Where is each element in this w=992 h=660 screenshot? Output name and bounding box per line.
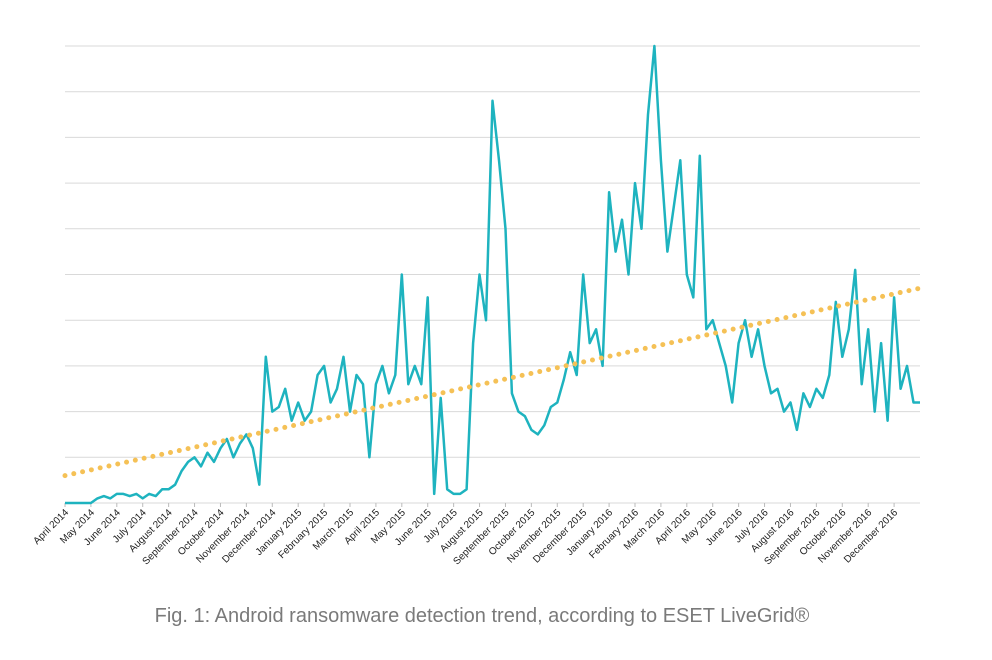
caption: Fig. 1: Android ransomware detection tre…: [155, 605, 810, 627]
data-line: [65, 44, 920, 505]
trend-line: [62, 285, 923, 479]
